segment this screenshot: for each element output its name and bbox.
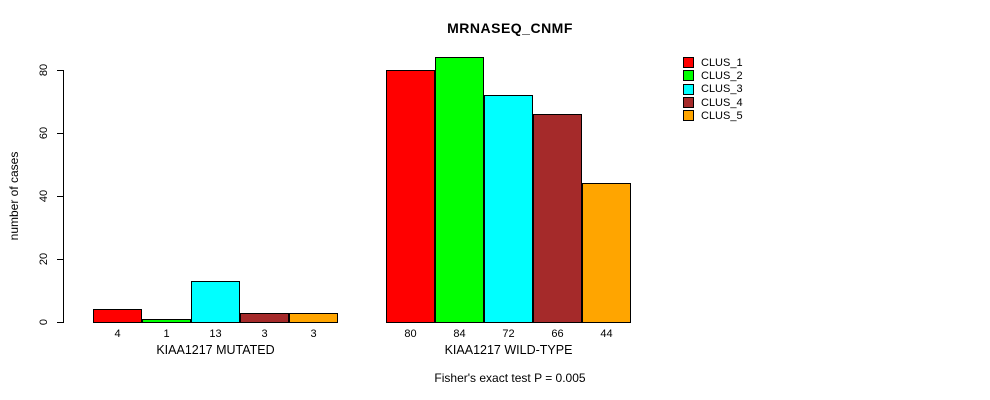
legend-swatch <box>683 57 694 69</box>
bar-value-label: 4 <box>114 328 121 340</box>
y-tick-label: 20 <box>38 252 50 266</box>
bar-value-label: 66 <box>551 328 564 340</box>
y-tick-mark <box>57 70 63 71</box>
y-tick-mark <box>57 322 63 323</box>
y-axis-line <box>63 70 64 323</box>
legend-item: CLUS_3 <box>683 83 743 96</box>
bar-value-label: 72 <box>502 328 515 340</box>
legend: CLUS_1 CLUS_2 CLUS_3 CLUS_4 CLUS_5 <box>683 56 743 122</box>
y-tick-mark <box>57 196 63 197</box>
bar-clus_5 <box>289 313 338 323</box>
y-tick-mark <box>57 133 63 134</box>
legend-label: CLUS_4 <box>701 96 743 109</box>
legend-swatch <box>683 70 694 82</box>
legend-label: CLUS_1 <box>701 56 743 69</box>
bar-value-label: 3 <box>261 328 268 340</box>
bar-clus_5 <box>582 183 631 323</box>
legend-swatch <box>683 110 694 122</box>
bar-value-label: 84 <box>453 328 466 340</box>
x-group-label: KIAA1217 MUTATED <box>156 343 275 357</box>
legend-label: CLUS_2 <box>701 69 743 82</box>
y-tick-label: 60 <box>38 126 50 140</box>
bar-clus_2 <box>142 319 191 323</box>
legend-item: CLUS_2 <box>683 69 743 82</box>
x-group-label: KIAA1217 WILD-TYPE <box>444 343 573 357</box>
legend-item: CLUS_1 <box>683 56 743 69</box>
legend-swatch <box>683 97 694 109</box>
bar-clus_1 <box>386 70 435 323</box>
bar-clus_2 <box>435 57 484 323</box>
y-tick-label: 0 <box>38 318 50 326</box>
y-axis-label: number of cases <box>7 151 21 241</box>
bar-value-label: 80 <box>404 328 417 340</box>
bar-clus_4 <box>240 313 289 323</box>
legend-item: CLUS_4 <box>683 96 743 109</box>
bar-clus_4 <box>533 114 582 323</box>
y-tick-label: 80 <box>38 63 50 77</box>
bar-clus_3 <box>191 281 240 323</box>
bar-value-label: 13 <box>209 328 222 340</box>
bar-clus_3 <box>484 95 533 323</box>
bar-value-label: 44 <box>600 328 613 340</box>
bar-value-label: 3 <box>310 328 317 340</box>
legend-item: CLUS_5 <box>683 109 743 122</box>
legend-label: CLUS_5 <box>701 109 743 122</box>
y-tick-label: 40 <box>38 189 50 203</box>
legend-swatch <box>683 83 694 95</box>
bar-value-label: 1 <box>163 328 170 340</box>
legend-label: CLUS_3 <box>701 83 743 96</box>
chart-title: MRNASEQ_CNMF <box>447 20 573 36</box>
annotation-text: Fisher's exact test P = 0.005 <box>434 371 586 385</box>
y-tick-mark <box>57 259 63 260</box>
bar-clus_1 <box>93 309 142 323</box>
